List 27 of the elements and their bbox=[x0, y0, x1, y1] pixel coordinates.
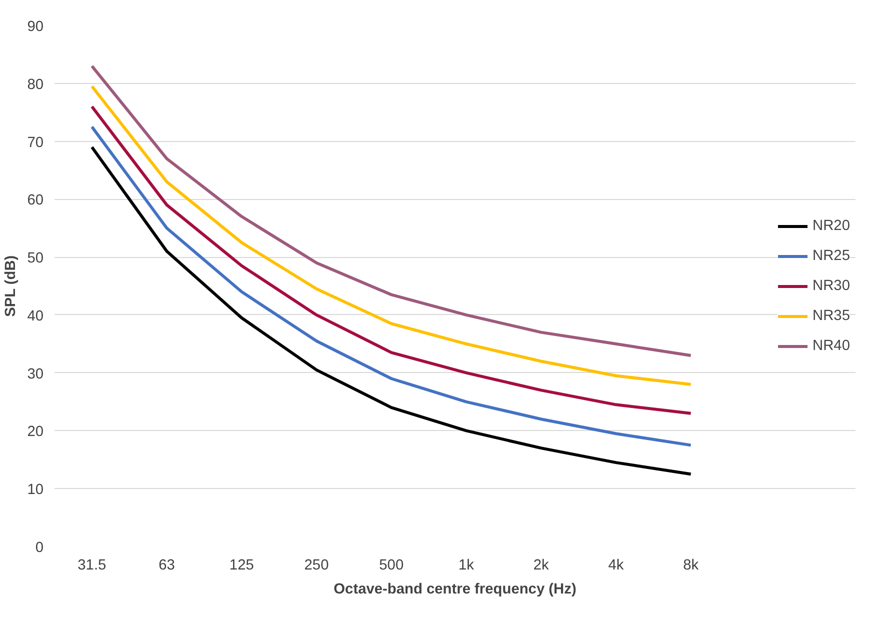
y-axis-title: SPL (dB) bbox=[3, 255, 20, 317]
y-tick-label: 20 bbox=[27, 424, 44, 440]
legend-label: NR20 bbox=[812, 218, 850, 234]
legend-label: NR25 bbox=[812, 248, 850, 264]
x-tick-label: 1k bbox=[458, 558, 475, 574]
legend-label: NR30 bbox=[812, 278, 850, 294]
legend-label: NR35 bbox=[812, 308, 850, 324]
y-tick-label: 30 bbox=[27, 366, 44, 382]
y-tick-label: 10 bbox=[27, 482, 44, 498]
y-tick-label: 40 bbox=[27, 308, 44, 324]
x-tick-label: 2k bbox=[533, 558, 550, 574]
x-tick-label: 125 bbox=[229, 558, 254, 574]
x-tick-label: 4k bbox=[608, 558, 624, 574]
x-tick-label: 8k bbox=[683, 558, 700, 574]
y-tick-label: 90 bbox=[27, 19, 44, 35]
x-tick-label: 63 bbox=[158, 558, 175, 574]
y-tick-label: 60 bbox=[27, 192, 44, 209]
legend-label: NR40 bbox=[812, 338, 850, 354]
y-tick-label: 70 bbox=[27, 134, 44, 151]
y-tick-label: 50 bbox=[27, 250, 44, 267]
y-tick-label: 0 bbox=[35, 540, 44, 556]
line-series bbox=[90, 64, 692, 357]
x-tick-label: 250 bbox=[304, 558, 329, 574]
y-tick-label: 80 bbox=[27, 76, 44, 93]
x-tick-label: 500 bbox=[379, 558, 404, 574]
x-axis-title: Octave-band centre frequency (Hz) bbox=[334, 582, 576, 598]
x-tick-label: 31.5 bbox=[78, 558, 106, 574]
